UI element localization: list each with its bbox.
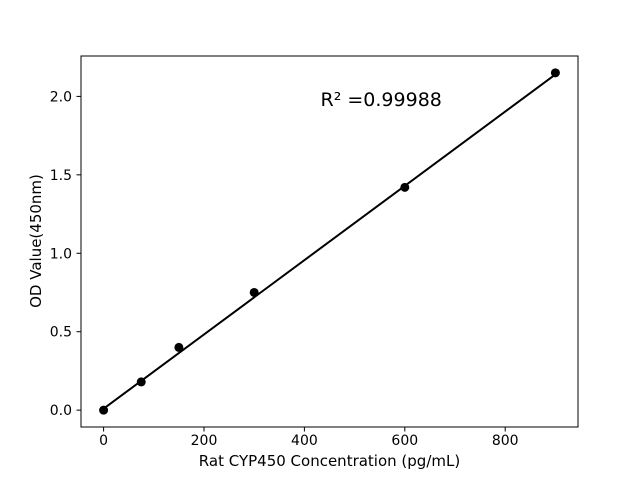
- x-tick-label: 0: [99, 433, 108, 449]
- data-point: [174, 342, 184, 352]
- r-squared-annotation: R² =0.99988: [320, 88, 442, 111]
- x-tick-label: 600: [391, 433, 418, 449]
- x-tick-label: 200: [191, 433, 218, 449]
- y-tick-label: 0.5: [50, 325, 72, 341]
- data-point: [136, 377, 146, 387]
- y-tick-label: 1.0: [50, 246, 72, 262]
- data-point: [400, 182, 410, 192]
- plot-border: [80, 55, 579, 428]
- y-tick-label: 1.5: [50, 168, 72, 184]
- data-point: [249, 287, 259, 297]
- y-axis-title: OD Value(450nm): [27, 174, 45, 308]
- fit-line: [102, 73, 557, 410]
- x-tick-label: 400: [291, 433, 318, 449]
- data-point: [550, 68, 560, 78]
- data-point: [99, 405, 109, 415]
- y-tick-label: 2.0: [50, 89, 72, 105]
- x-axis-title: Rat CYP450 Concentration (pg/mL): [198, 452, 461, 470]
- x-tick-label: 800: [492, 433, 519, 449]
- y-tick-label: 0.0: [50, 403, 72, 419]
